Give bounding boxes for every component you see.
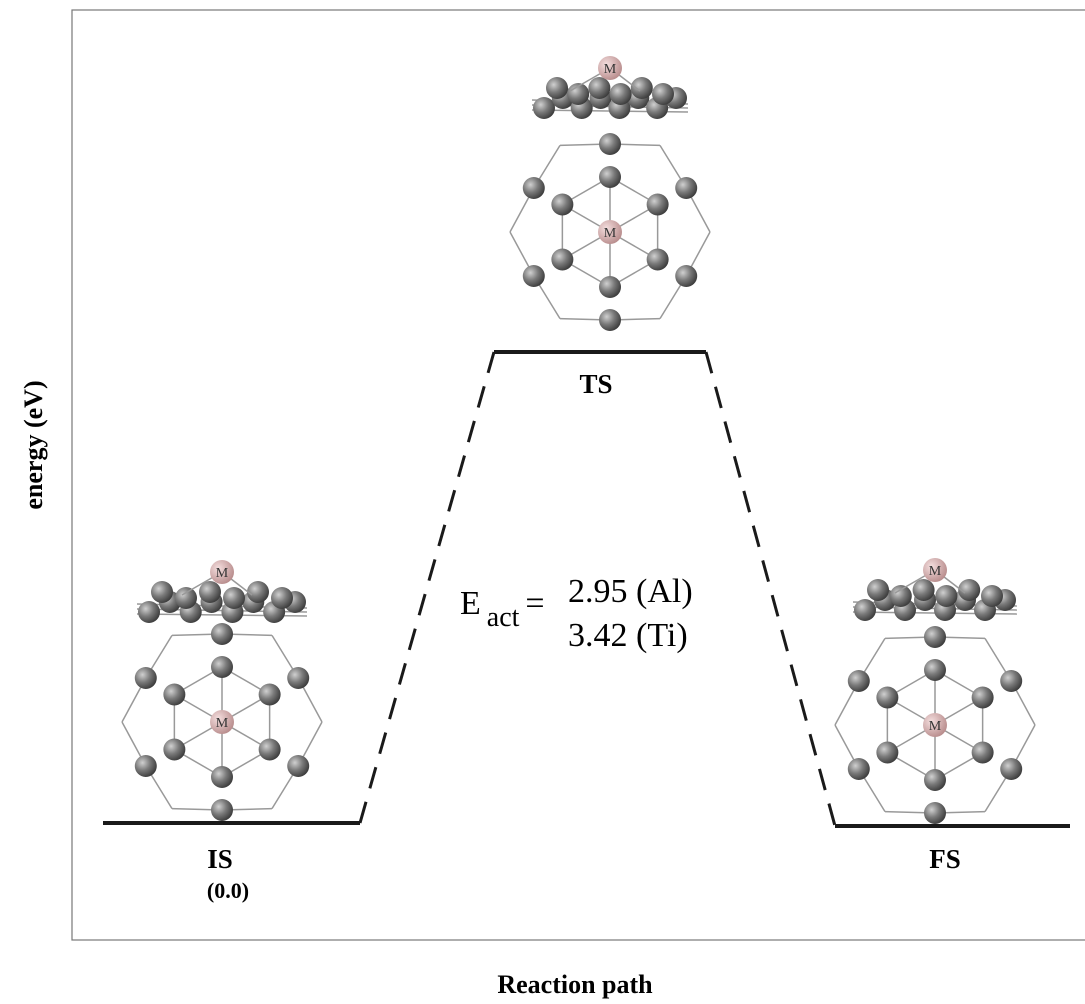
atom — [867, 579, 889, 601]
atom — [876, 687, 898, 709]
atom — [199, 581, 221, 603]
atom — [211, 766, 233, 788]
atom — [259, 684, 281, 706]
atom — [287, 755, 309, 777]
atom — [972, 742, 994, 764]
atom — [271, 587, 293, 609]
atom — [890, 585, 912, 607]
metal-label: M — [929, 719, 942, 734]
atom — [163, 684, 185, 706]
atom — [551, 194, 573, 216]
atom — [610, 83, 632, 105]
atom — [588, 77, 610, 99]
atom — [247, 581, 269, 603]
atom — [675, 265, 697, 287]
state-label: FS — [929, 844, 961, 874]
atom — [259, 739, 281, 761]
metal-label: M — [929, 564, 942, 579]
atom — [223, 587, 245, 609]
atom — [647, 194, 669, 216]
atom — [551, 249, 573, 271]
atom — [1000, 758, 1022, 780]
energy-diagram: M M M M M M IS (0.0) TS FS Eact= 2.95 (Al) 3.… — [0, 0, 1085, 1004]
atom — [211, 656, 233, 678]
atom — [135, 755, 157, 777]
atom — [935, 585, 957, 607]
atom — [848, 670, 870, 692]
atom — [631, 77, 653, 99]
atom — [546, 77, 568, 99]
atom — [913, 579, 935, 601]
atom — [848, 758, 870, 780]
atom — [599, 133, 621, 155]
state-energy: (0.0) — [207, 878, 249, 903]
metal-label: M — [604, 62, 617, 77]
atom — [211, 623, 233, 645]
atom — [599, 309, 621, 331]
atom — [647, 249, 669, 271]
y-axis-label: energy (eV) — [19, 380, 48, 509]
atom — [652, 83, 674, 105]
atom — [523, 265, 545, 287]
atom — [924, 626, 946, 648]
atom — [175, 587, 197, 609]
atom — [287, 667, 309, 689]
metal-label: M — [216, 566, 229, 581]
metal-label: M — [604, 226, 617, 241]
atom — [523, 177, 545, 199]
atom — [151, 581, 173, 603]
path-dash — [706, 352, 835, 826]
activation-value: 3.42 (Ti) — [568, 617, 688, 654]
subscript: act — [487, 602, 520, 633]
atom — [163, 739, 185, 761]
e: E — [460, 585, 481, 622]
equals: = — [525, 585, 544, 622]
atom — [924, 802, 946, 824]
atom — [211, 799, 233, 821]
atom — [599, 276, 621, 298]
atom — [138, 601, 160, 623]
x-axis-label: Reaction path — [497, 970, 653, 999]
state-label: IS — [207, 844, 233, 874]
atom — [981, 585, 1003, 607]
atom — [854, 599, 876, 621]
atom — [599, 166, 621, 188]
atom — [1000, 670, 1022, 692]
atom — [135, 667, 157, 689]
atom — [533, 97, 555, 119]
atom — [675, 177, 697, 199]
atom — [924, 659, 946, 681]
atom — [876, 742, 898, 764]
state-label: TS — [579, 369, 612, 399]
activation-value: 2.95 (Al) — [568, 573, 693, 610]
atom — [924, 769, 946, 791]
atom — [972, 687, 994, 709]
structures: M M M M M M — [122, 56, 1035, 824]
metal-label: M — [216, 716, 229, 731]
